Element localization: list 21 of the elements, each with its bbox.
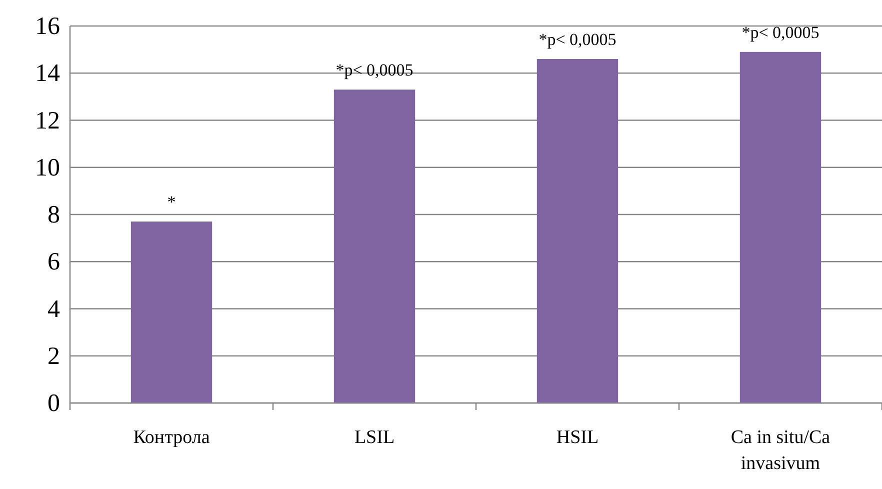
bar <box>536 58 618 403</box>
y-tick-label: 6 <box>48 248 60 276</box>
annotation: *p< 0,0005 <box>336 60 414 80</box>
y-tick-label: 2 <box>48 342 60 370</box>
x-tick-label: Ca in situ/Ca invasivum <box>730 427 831 474</box>
annotation: *p< 0,0005 <box>742 22 820 42</box>
x-tick-label: HSIL <box>556 427 599 448</box>
annotation: *p< 0,0005 <box>538 30 616 49</box>
y-tick-label: 0 <box>48 390 60 417</box>
annotation: * <box>167 192 176 212</box>
y-tick-label: 8 <box>48 202 60 228</box>
y-tick-label: 4 <box>48 296 60 323</box>
bar <box>740 52 822 403</box>
y-tick-label: 10 <box>35 154 60 182</box>
y-tick-label: 14 <box>35 60 60 88</box>
bar <box>130 222 212 403</box>
bar <box>334 90 416 403</box>
y-tick-label: 12 <box>35 107 60 134</box>
x-tick-label: Контрола <box>133 427 210 448</box>
y-tick-label: 16 <box>35 13 60 40</box>
x-tick-label: LSIL <box>354 427 395 448</box>
